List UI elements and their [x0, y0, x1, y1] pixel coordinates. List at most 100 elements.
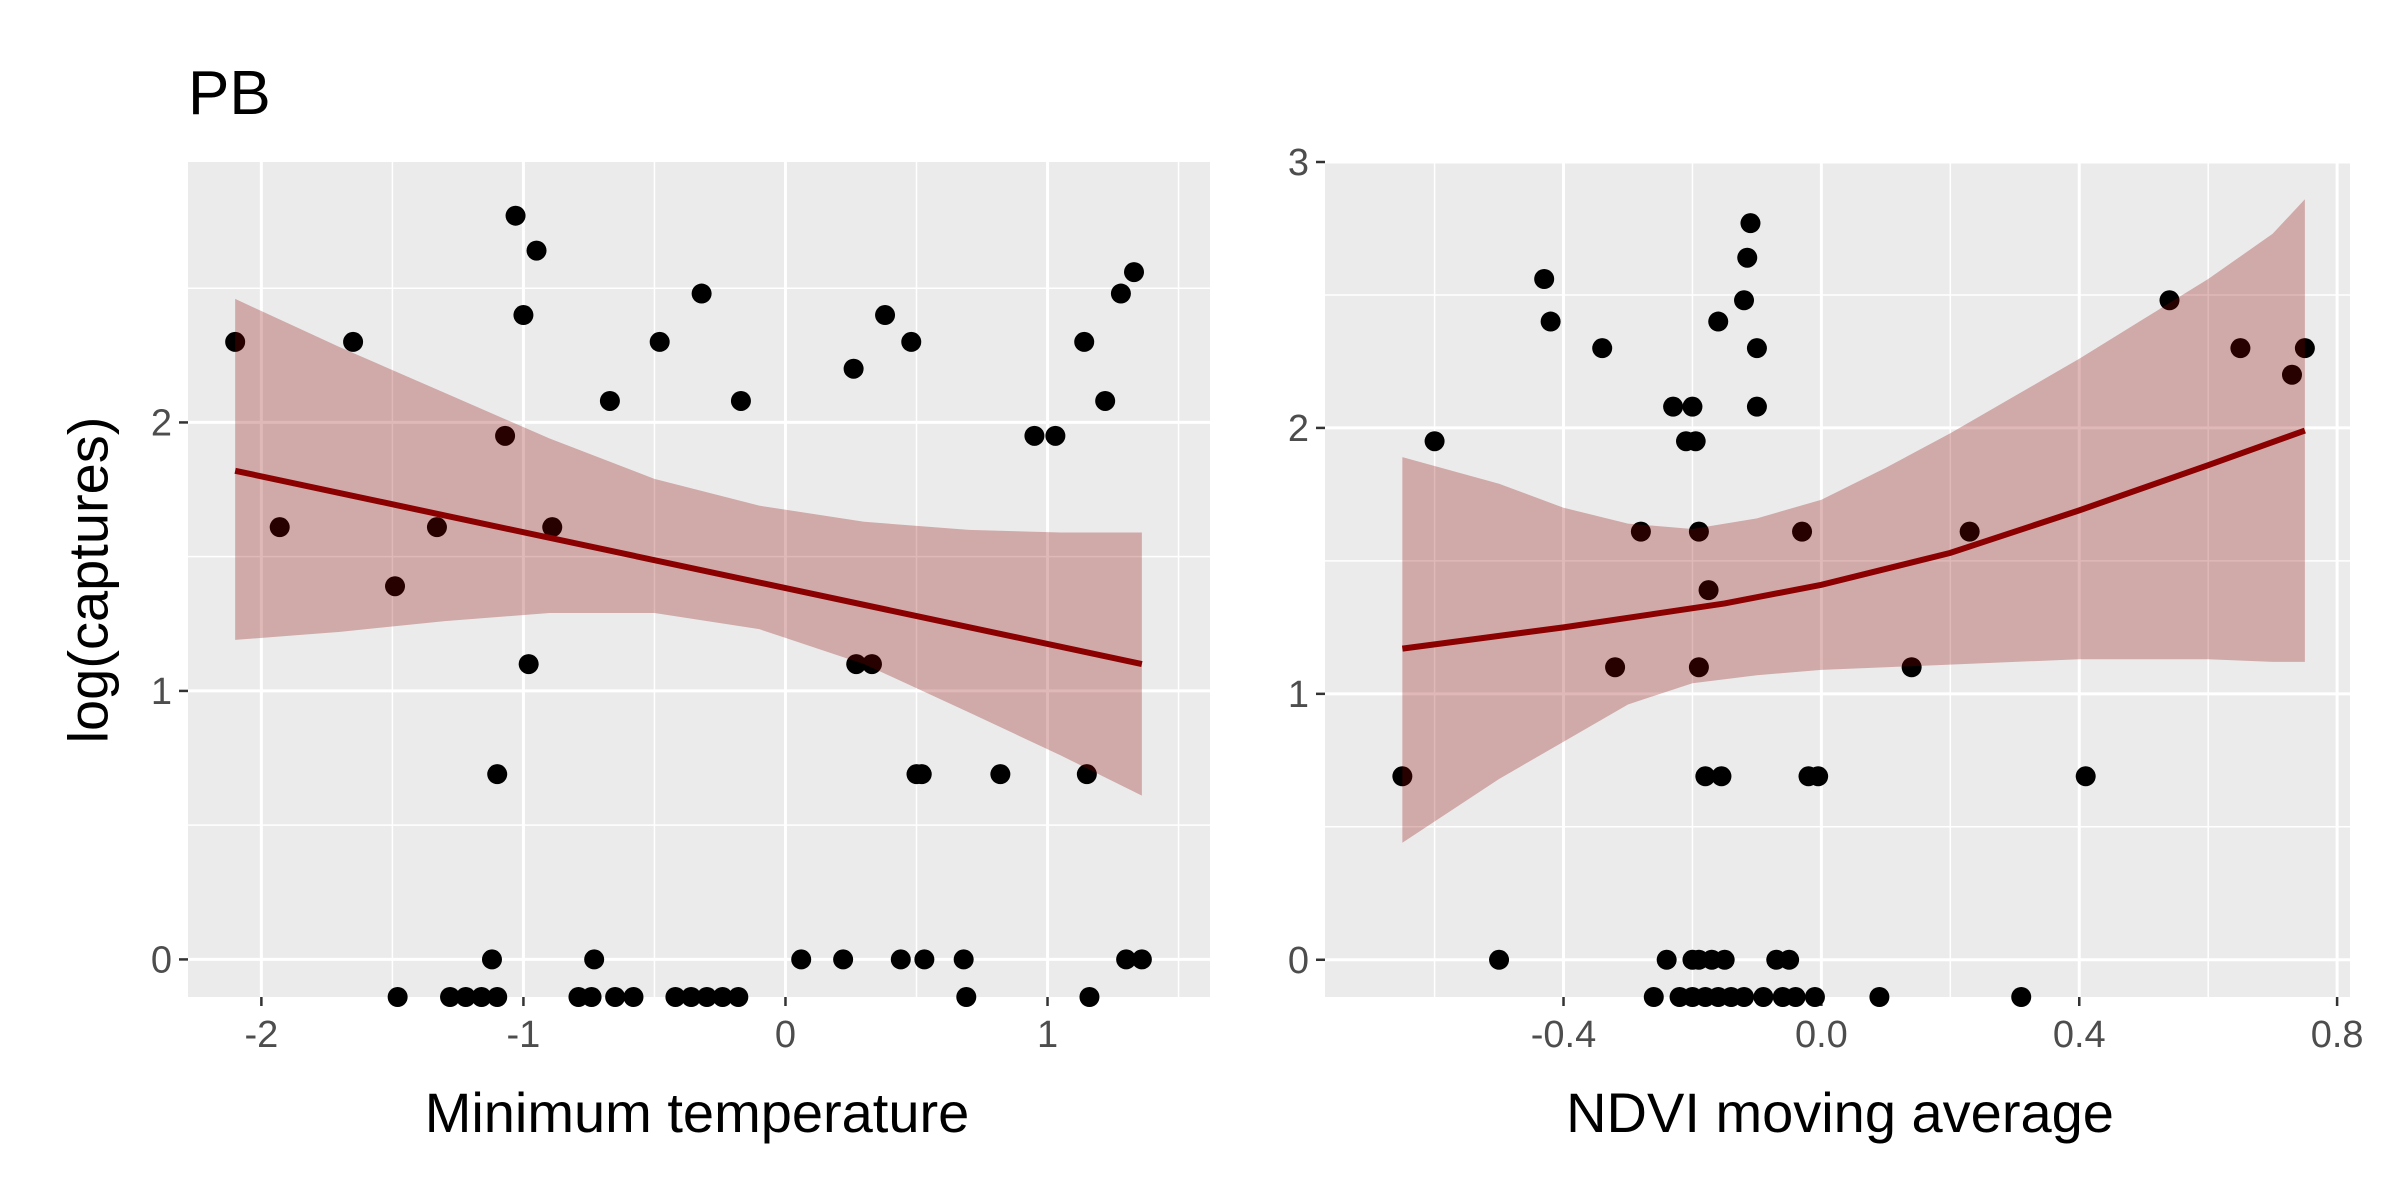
chart-title: PB — [188, 59, 271, 128]
data-point — [914, 949, 935, 970]
data-point — [681, 987, 702, 1007]
data-point — [1779, 949, 1800, 970]
x-tick-label: -0.4 — [1531, 1014, 1596, 1056]
data-point — [791, 949, 812, 970]
data-point — [1959, 521, 1980, 542]
data-point — [623, 987, 644, 1007]
data-point — [990, 764, 1011, 785]
data-point — [1688, 521, 1709, 542]
y-tick-label: 1 — [1288, 674, 1309, 716]
data-point — [1740, 213, 1761, 234]
data-point — [712, 987, 733, 1007]
x-tick-label: 0.0 — [1795, 1014, 1848, 1056]
data-point — [956, 987, 977, 1007]
data-point — [2159, 290, 2180, 311]
data-point — [1663, 396, 1684, 417]
confidence-band — [1402, 199, 2305, 843]
data-point — [890, 949, 911, 970]
y-tick-label: 2 — [151, 402, 172, 444]
data-point — [471, 987, 492, 1007]
data-point — [1079, 987, 1100, 1007]
data-point — [1110, 283, 1131, 304]
data-point — [1804, 987, 1825, 1007]
data-point — [1746, 396, 1767, 417]
data-point — [1688, 657, 1709, 678]
data-point — [481, 949, 502, 970]
x-tick-label: 1 — [1037, 1014, 1058, 1056]
data-point — [861, 654, 882, 675]
data-point — [1656, 949, 1677, 970]
right-panel: -0.4 0.0 0.4 0.8 0 1 2 3 — [1288, 142, 2364, 1056]
data-point — [495, 425, 516, 446]
data-point — [1711, 766, 1732, 787]
data-point — [1785, 987, 1806, 1007]
data-point — [649, 331, 670, 352]
data-point — [1392, 766, 1413, 787]
data-point — [2230, 338, 2251, 359]
data-point — [1753, 987, 1774, 1007]
data-point — [2281, 364, 2302, 385]
data-point — [1869, 987, 1890, 1007]
data-point — [487, 764, 508, 785]
data-point — [2011, 987, 2032, 1007]
data-point — [843, 358, 864, 379]
data-point — [581, 987, 602, 1007]
data-point — [875, 305, 896, 326]
data-point — [696, 987, 717, 1007]
data-point — [730, 390, 751, 411]
x-tick-label: 0 — [775, 1014, 796, 1056]
data-point — [1045, 425, 1066, 446]
data-point — [1630, 521, 1651, 542]
data-point — [1534, 269, 1555, 290]
y-tick-label: 0 — [1288, 940, 1309, 982]
data-point — [1424, 431, 1445, 452]
data-point — [1685, 431, 1706, 452]
data-point — [1131, 949, 1152, 970]
data-point — [1605, 657, 1626, 678]
data-point — [691, 283, 712, 304]
data-point — [1643, 987, 1664, 1007]
x-tick-label: 0.8 — [2311, 1014, 2364, 1056]
x-tick-label: -1 — [507, 1014, 541, 1056]
data-point — [2075, 766, 2096, 787]
data-point — [846, 654, 867, 675]
y-tick-label: 2 — [1288, 408, 1309, 450]
data-point — [1737, 247, 1758, 268]
data-point — [1095, 390, 1116, 411]
data-point — [901, 331, 922, 352]
data-point — [1074, 331, 1095, 352]
data-point — [1540, 311, 1561, 332]
fit-line — [234, 467, 1143, 668]
data-point — [1746, 338, 1767, 359]
left-panel: -2 -1 0 1 0 1 2 — [151, 162, 1210, 1056]
data-point — [1124, 262, 1145, 283]
data-point — [1695, 766, 1716, 787]
data-point — [953, 949, 974, 970]
data-point — [1116, 949, 1137, 970]
data-point — [1901, 657, 1922, 678]
y-tick-label: 0 — [151, 939, 172, 981]
data-point — [1808, 766, 1829, 787]
data-point — [1792, 521, 1813, 542]
data-point — [1714, 949, 1735, 970]
data-point — [1592, 338, 1613, 359]
y-tick-label: 1 — [151, 671, 172, 713]
x-axis-label-right: NDVI moving average — [1566, 1081, 2114, 1144]
data-point — [440, 987, 461, 1007]
x-tick-label: -2 — [244, 1014, 278, 1056]
data-point — [426, 517, 447, 538]
data-point — [1489, 949, 1510, 970]
data-point — [728, 987, 749, 1007]
y-tick-label: 3 — [1288, 142, 1309, 184]
data-point — [455, 987, 476, 1007]
data-point — [225, 331, 246, 352]
data-point — [526, 240, 547, 261]
data-point — [911, 764, 932, 785]
data-point — [2294, 338, 2315, 359]
data-point — [1682, 396, 1703, 417]
data-point — [387, 987, 408, 1007]
data-point — [1076, 764, 1097, 785]
data-point — [513, 305, 534, 326]
data-point — [518, 654, 539, 675]
